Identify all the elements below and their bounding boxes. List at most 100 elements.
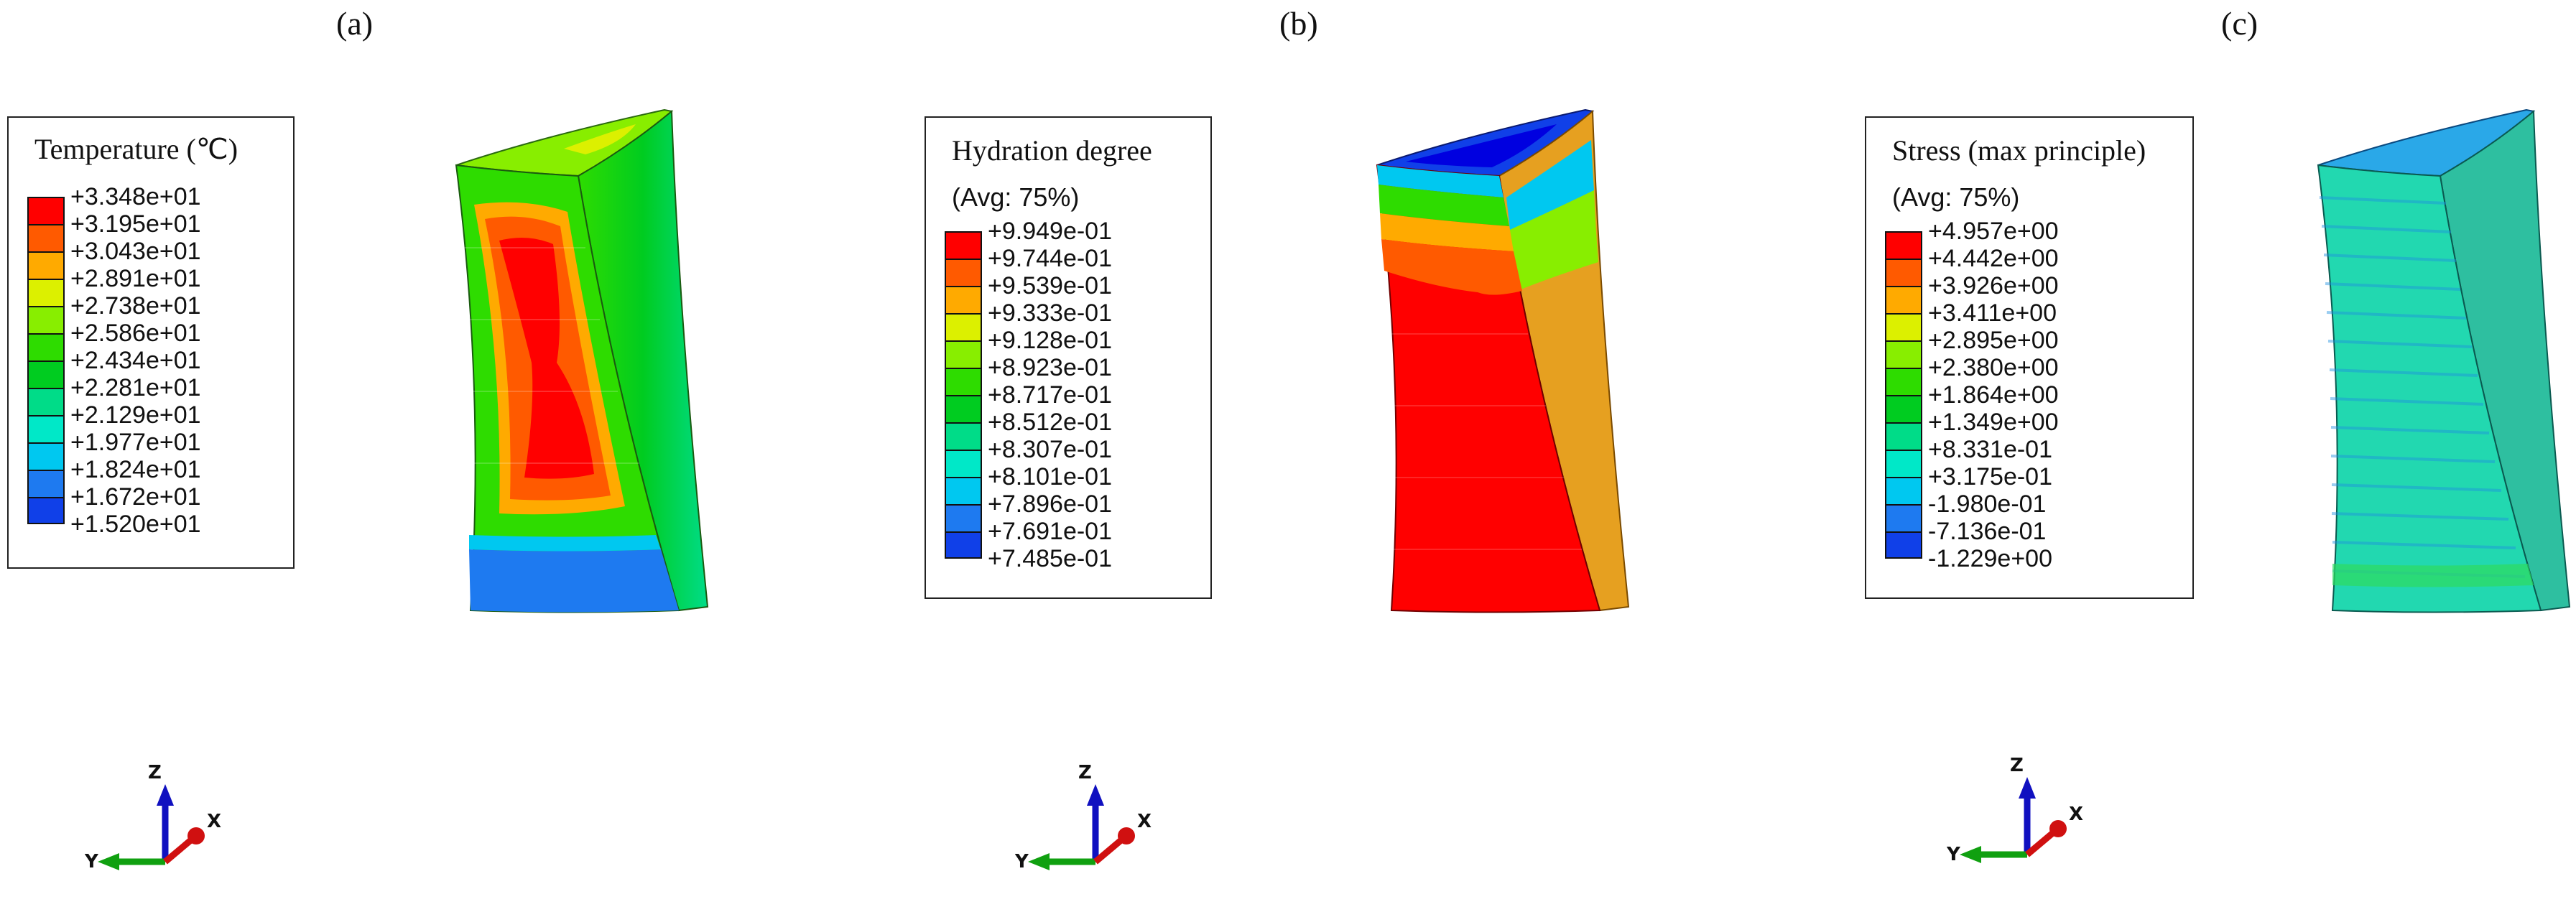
color-swatch bbox=[27, 470, 65, 497]
legend-value: +2.129e+01 bbox=[70, 401, 201, 429]
coordinate-triad: Z Y X bbox=[85, 762, 221, 873]
legend-value: +2.281e+01 bbox=[70, 374, 201, 401]
axis-z-label: Z bbox=[148, 762, 162, 783]
legend-value: +9.744e-01 bbox=[988, 245, 1112, 272]
legend-title: Hydration degree bbox=[952, 134, 1152, 167]
legend-value: +7.485e-01 bbox=[988, 545, 1112, 572]
legend-subtitle: (Avg: 75%) bbox=[952, 182, 1080, 212]
color-swatch bbox=[945, 259, 982, 286]
legend-value: +3.195e+01 bbox=[70, 210, 201, 238]
color-swatch bbox=[945, 477, 982, 504]
legend-value: +1.520e+01 bbox=[70, 511, 201, 538]
legend-value: +8.717e-01 bbox=[988, 381, 1112, 409]
legend-value: +2.434e+01 bbox=[70, 347, 201, 374]
panel-temperature: (a) Temperature (℃) +3.348e+01 +3.195e+01… bbox=[0, 0, 858, 912]
legend-value: +2.380e+00 bbox=[1928, 354, 2059, 381]
legend-value: +3.411e+00 bbox=[1928, 299, 2057, 327]
color-swatch bbox=[27, 306, 65, 333]
legend-value: +4.442e+00 bbox=[1928, 245, 2059, 272]
panel-hydration: (b) Hydration degree (Avg: 75%) +9.949e-… bbox=[858, 0, 1717, 912]
legend-value: +1.977e+01 bbox=[70, 429, 201, 456]
color-swatch bbox=[945, 368, 982, 395]
legend-value: -1.980e-01 bbox=[1928, 490, 2047, 518]
color-swatch bbox=[27, 415, 65, 442]
color-swatch bbox=[27, 497, 65, 524]
color-swatch bbox=[1885, 340, 1922, 368]
axis-z-label: Z bbox=[2010, 755, 2024, 776]
legend-value: +8.923e-01 bbox=[988, 354, 1112, 381]
color-swatch bbox=[1885, 504, 1922, 531]
legend-value: +8.331e-01 bbox=[1928, 436, 2052, 463]
legend-value: +3.043e+01 bbox=[70, 238, 201, 265]
legend-value: +8.512e-01 bbox=[988, 409, 1112, 436]
legend-value: +1.672e+01 bbox=[70, 483, 201, 511]
color-swatch bbox=[1885, 422, 1922, 450]
color-swatch bbox=[27, 333, 65, 360]
color-swatch bbox=[945, 422, 982, 450]
color-swatch bbox=[1885, 313, 1922, 340]
color-swatch bbox=[945, 504, 982, 531]
axis-y-label: Y bbox=[1015, 851, 1029, 873]
legend-value: +3.926e+00 bbox=[1928, 272, 2059, 299]
color-swatch bbox=[27, 442, 65, 470]
legend-value: -1.229e+00 bbox=[1928, 545, 2052, 572]
color-swatch bbox=[1885, 395, 1922, 422]
axis-y-label: Y bbox=[1947, 844, 1961, 865]
legend-value: +3.348e+01 bbox=[70, 183, 201, 210]
color-swatch bbox=[945, 286, 982, 313]
panel-label: (c) bbox=[2221, 5, 2258, 42]
legend-value: +2.738e+01 bbox=[70, 292, 201, 320]
color-swatch bbox=[945, 395, 982, 422]
legend-value: +9.333e-01 bbox=[988, 299, 1112, 327]
legend-subtitle: (Avg: 75%) bbox=[1892, 182, 2020, 212]
legend-value: +8.101e-01 bbox=[988, 463, 1112, 490]
panel-stress: (c) Stress (max principle) (Avg: 75%) +4… bbox=[1717, 0, 2576, 912]
color-swatch bbox=[27, 224, 65, 251]
legend-value: +9.949e-01 bbox=[988, 218, 1112, 245]
legend-value: +7.896e-01 bbox=[988, 490, 1112, 518]
color-swatch bbox=[27, 388, 65, 415]
hydration-contour-model bbox=[1376, 108, 1630, 613]
color-swatch bbox=[1885, 259, 1922, 286]
axis-x-label: X bbox=[207, 811, 221, 832]
color-swatch bbox=[945, 450, 982, 477]
legend-title: Temperature (℃) bbox=[34, 133, 238, 165]
legend-value: +1.824e+01 bbox=[70, 456, 201, 483]
color-swatch bbox=[1885, 450, 1922, 477]
stress-contour-model bbox=[2317, 108, 2571, 613]
axis-z-label: Z bbox=[1078, 762, 1092, 783]
panel-label: (a) bbox=[336, 5, 374, 42]
coordinate-triad: Z Y X bbox=[1947, 755, 2083, 865]
legend-value: +1.349e+00 bbox=[1928, 409, 2059, 436]
legend-value: +1.864e+00 bbox=[1928, 381, 2059, 409]
legend-value: +2.891e+01 bbox=[70, 265, 201, 292]
legend-title: Stress (max principle) bbox=[1892, 134, 2146, 167]
color-swatch bbox=[1885, 368, 1922, 395]
legend-temperature: Temperature (℃) +3.348e+01 +3.195e+01 +3.0… bbox=[7, 116, 295, 569]
legend-value: +4.957e+00 bbox=[1928, 218, 2059, 245]
color-swatch bbox=[1885, 477, 1922, 504]
color-swatch bbox=[945, 340, 982, 368]
axis-x-label: X bbox=[2069, 804, 2083, 825]
color-swatch bbox=[1885, 531, 1922, 559]
color-swatch bbox=[27, 279, 65, 306]
temperature-contour-model bbox=[455, 108, 709, 613]
color-swatch bbox=[1885, 286, 1922, 313]
color-swatch bbox=[27, 251, 65, 279]
axis-y-label: Y bbox=[85, 851, 99, 873]
legend-value: +9.539e-01 bbox=[988, 272, 1112, 299]
color-swatch bbox=[27, 360, 65, 388]
legend-stress: Stress (max principle) (Avg: 75%) +4.957… bbox=[1865, 116, 2194, 599]
legend-value: +9.128e-01 bbox=[988, 327, 1112, 354]
color-swatch bbox=[945, 531, 982, 559]
color-swatch bbox=[1885, 231, 1922, 259]
panel-label: (b) bbox=[1279, 5, 1318, 42]
color-swatch bbox=[27, 197, 65, 224]
legend-value: +8.307e-01 bbox=[988, 436, 1112, 463]
legend-hydration: Hydration degree (Avg: 75%) +9.949e-01 +9… bbox=[925, 116, 1212, 599]
legend-value: -7.136e-01 bbox=[1928, 518, 2047, 545]
color-swatch bbox=[945, 313, 982, 340]
legend-value: +7.691e-01 bbox=[988, 518, 1112, 545]
color-swatch bbox=[945, 231, 982, 259]
coordinate-triad: Z Y X bbox=[1015, 762, 1152, 873]
